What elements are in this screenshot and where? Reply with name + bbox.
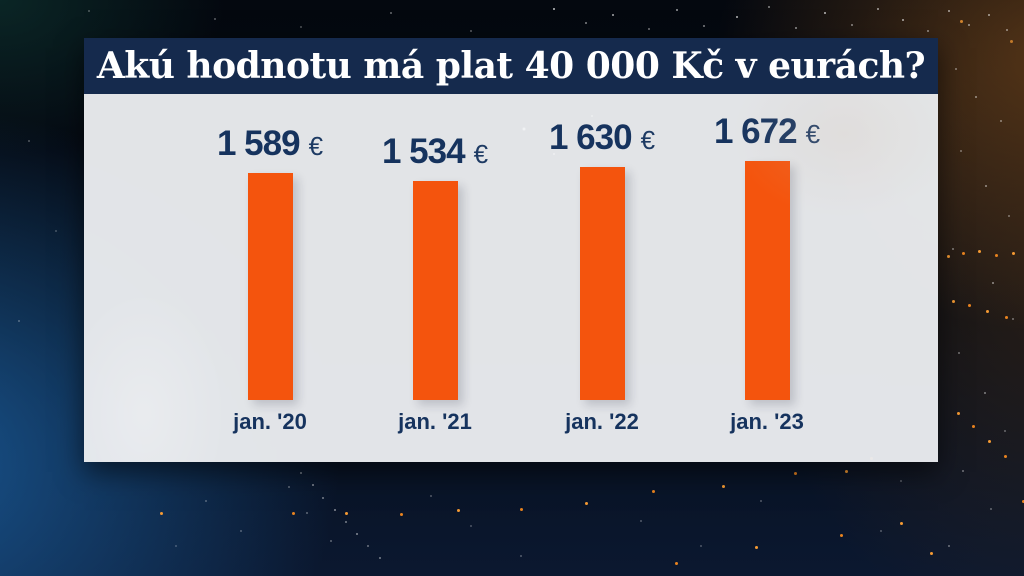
bar-column: 1 589 € bbox=[190, 124, 350, 400]
chart-title: Akú hodnotu má plat 40 000 Kč v eurách? bbox=[96, 45, 926, 87]
bar bbox=[247, 173, 293, 400]
value-text: 1 630 bbox=[548, 118, 633, 158]
bar-chart: 1 589 € 1 534 € 1 630 € 1 672 € jan. '20 jan… bbox=[84, 94, 938, 462]
x-axis-label: jan. '23 bbox=[730, 409, 804, 434]
bar bbox=[744, 161, 790, 400]
bar bbox=[412, 180, 458, 400]
orange-dot-particles bbox=[0, 0, 3, 3]
euro-symbol: € bbox=[805, 119, 821, 150]
value-label: 1 589 € bbox=[216, 124, 324, 163]
x-axis-label: jan. '20 bbox=[233, 409, 307, 434]
bar-column: 1 534 € bbox=[355, 131, 515, 400]
value-text: 1 672 bbox=[713, 112, 798, 152]
euro-symbol: € bbox=[640, 125, 656, 156]
value-text: 1 589 bbox=[216, 124, 301, 163]
bar-column: 1 672 € bbox=[687, 112, 847, 400]
x-axis-label: jan. '22 bbox=[565, 409, 639, 434]
chart-panel: Akú hodnotu má plat 40 000 Kč v eurách? … bbox=[84, 38, 938, 462]
bar bbox=[579, 167, 625, 400]
value-label: 1 630 € bbox=[548, 118, 656, 158]
value-label: 1 672 € bbox=[713, 112, 821, 152]
x-axis-label: jan. '21 bbox=[398, 409, 472, 434]
bar-column: 1 630 € bbox=[522, 118, 682, 400]
value-text: 1 534 bbox=[381, 131, 466, 171]
chart-title-bar: Akú hodnotu má plat 40 000 Kč v eurách? bbox=[84, 38, 938, 94]
value-label: 1 534 € bbox=[381, 131, 489, 171]
euro-symbol: € bbox=[308, 131, 324, 161]
euro-symbol: € bbox=[473, 138, 489, 169]
